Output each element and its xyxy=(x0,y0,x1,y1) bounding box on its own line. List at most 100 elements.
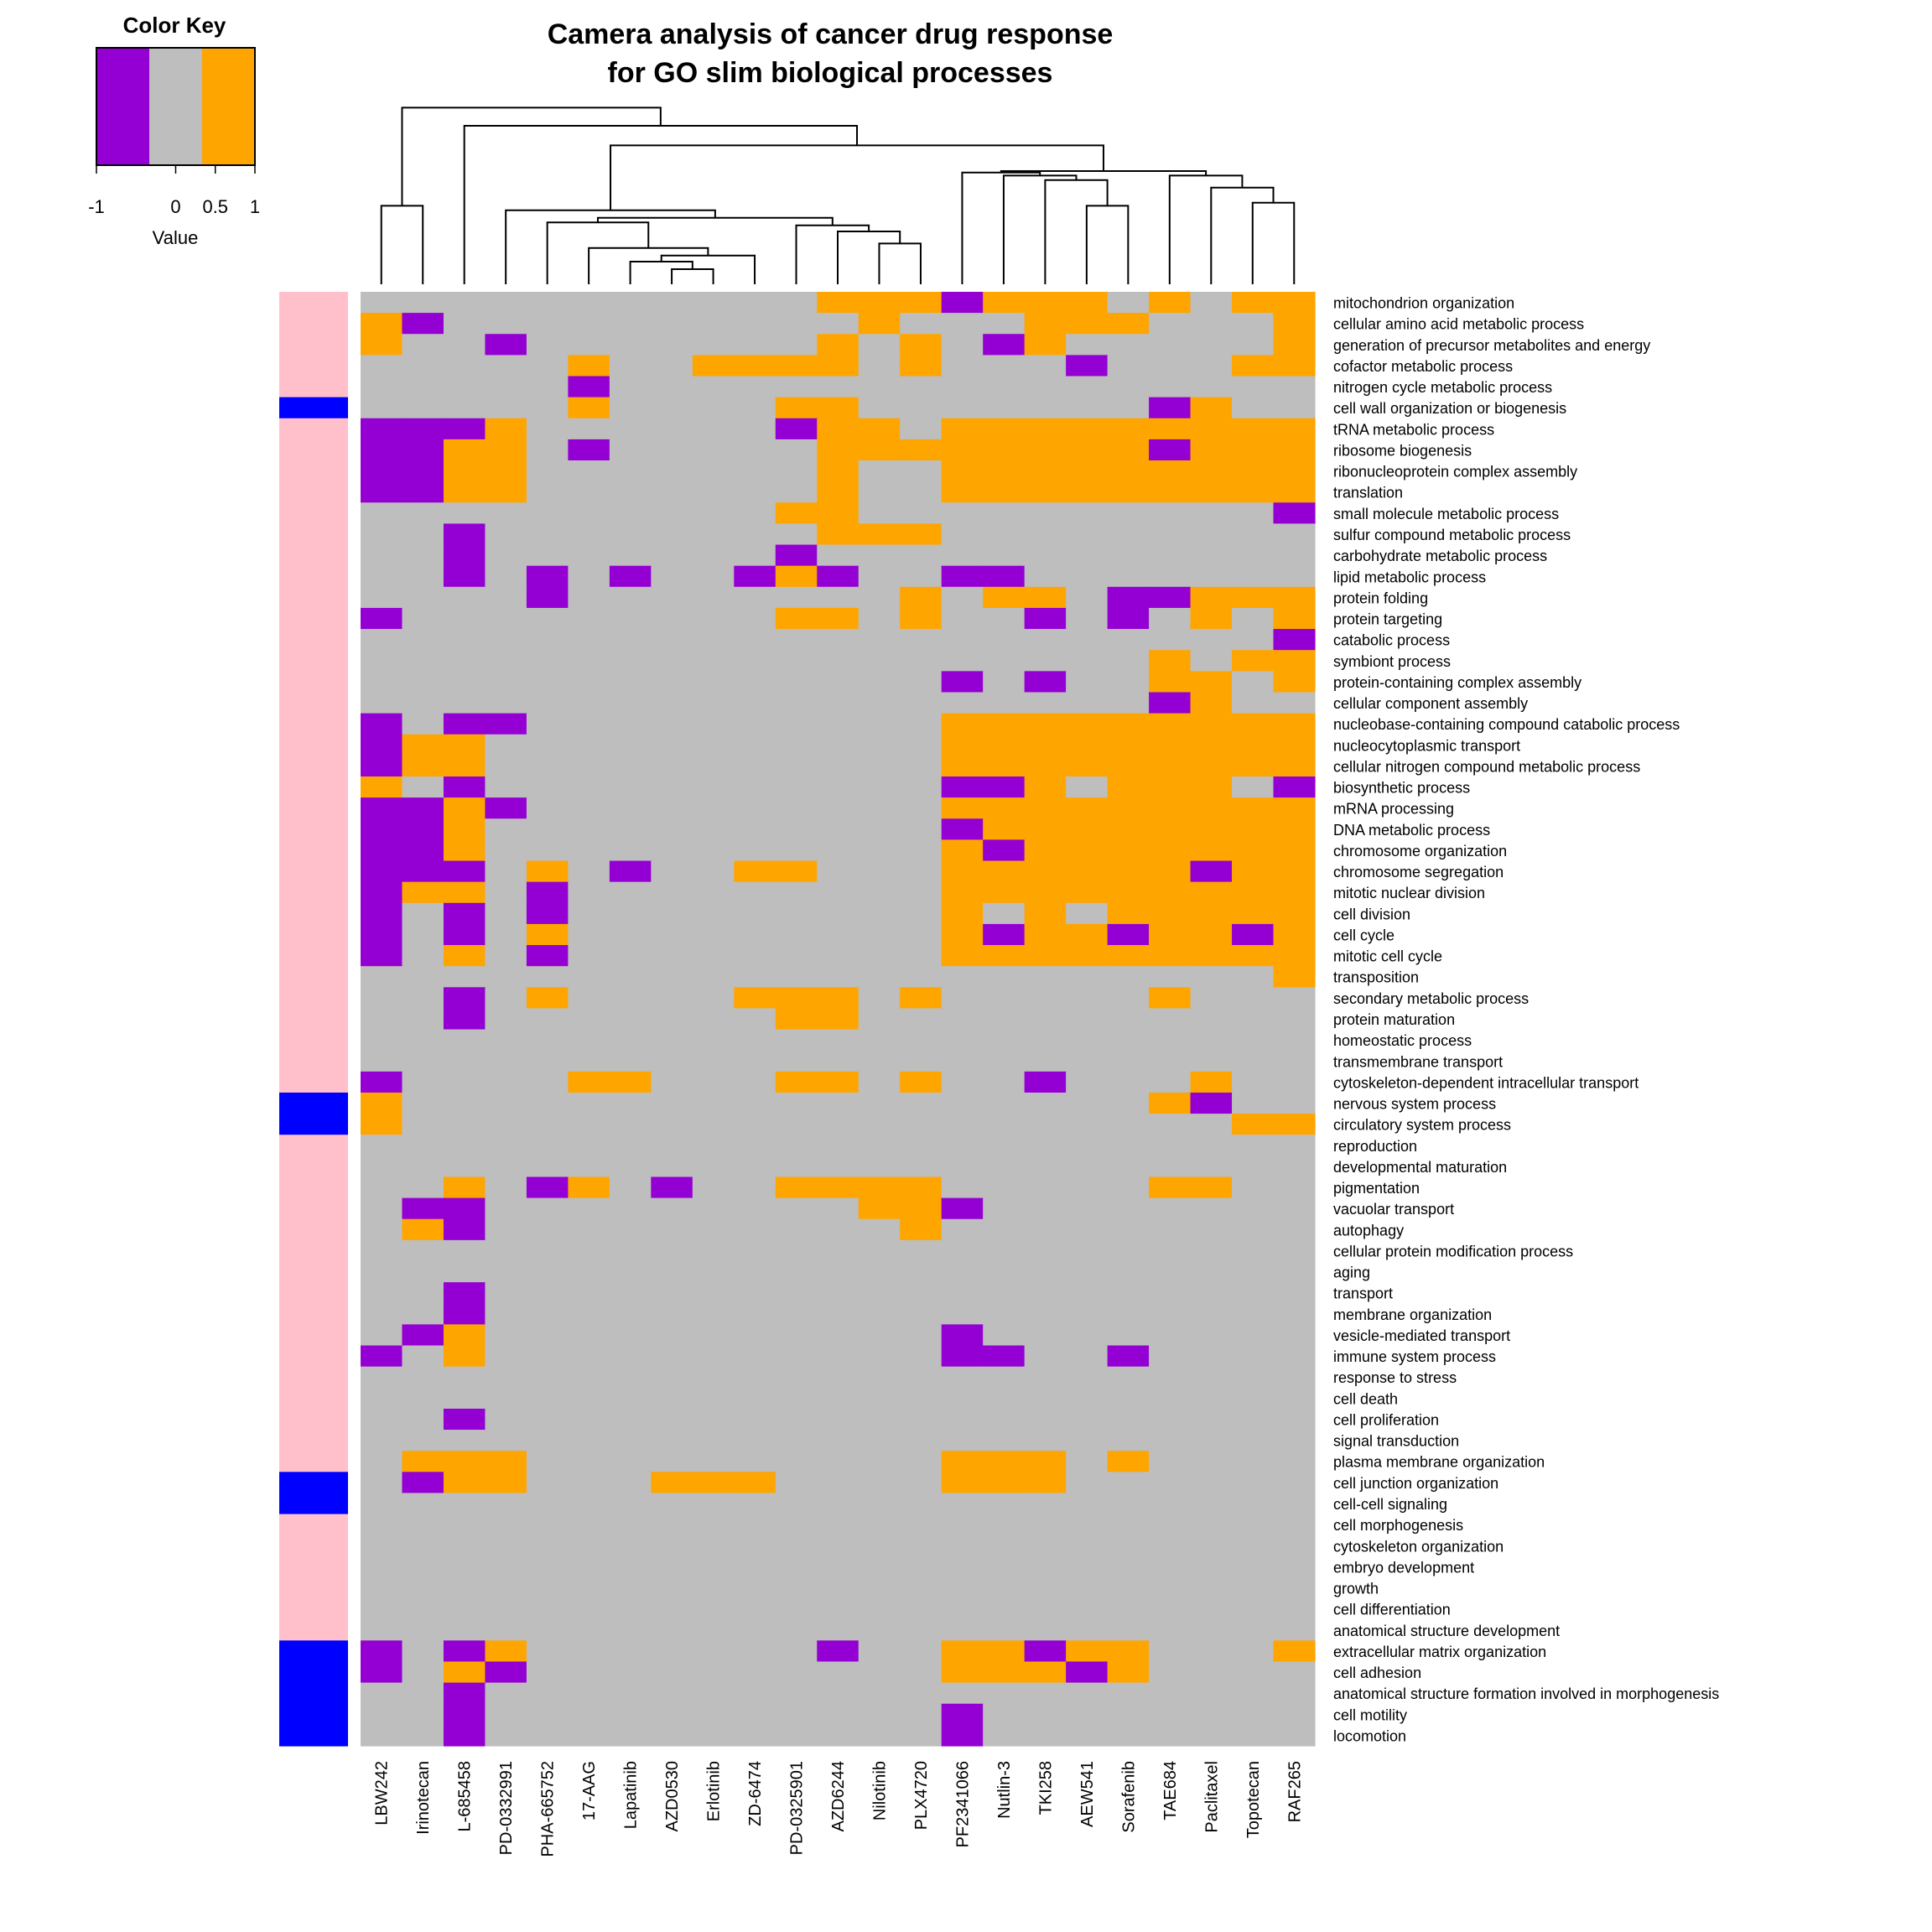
heatmap-cell xyxy=(485,1514,527,1536)
heatmap-cell xyxy=(443,292,486,314)
row-side-color xyxy=(279,734,348,756)
heatmap-cell xyxy=(402,650,444,672)
row-side-color xyxy=(279,1071,348,1093)
heatmap-cell xyxy=(609,755,652,777)
heatmap-cell xyxy=(858,1366,901,1389)
heatmap-cell xyxy=(817,1555,860,1578)
heatmap-cell xyxy=(1107,1387,1150,1410)
heatmap-cell xyxy=(1107,945,1150,967)
heatmap-cell xyxy=(1273,1092,1316,1114)
heatmap-cell xyxy=(1107,460,1150,482)
heatmap-cell xyxy=(1024,544,1067,567)
color-key-tick-label: 0.5 xyxy=(202,196,228,217)
heatmap-cell xyxy=(443,355,486,377)
heatmap-cell xyxy=(1149,1576,1192,1599)
color-key-bins xyxy=(96,48,256,165)
heatmap-cell xyxy=(361,1640,403,1663)
heatmap-cell xyxy=(900,987,943,1010)
heatmap-cell xyxy=(485,1555,527,1578)
heatmap-cell xyxy=(361,860,403,883)
heatmap-cell xyxy=(568,1156,610,1178)
heatmap-cell xyxy=(443,881,486,904)
heatmap-cell xyxy=(1066,1430,1109,1452)
heatmap-cell xyxy=(1190,692,1233,714)
heatmap-cell xyxy=(817,755,860,777)
heatmap-cell xyxy=(1149,755,1192,777)
heatmap-cell xyxy=(983,755,1026,777)
heatmap-cell xyxy=(1232,1071,1275,1093)
heatmap-cell xyxy=(568,755,610,777)
heatmap-cell xyxy=(734,355,776,377)
heatmap-cell xyxy=(1190,1598,1233,1620)
heatmap-cell xyxy=(568,1071,610,1093)
heatmap-cell xyxy=(526,334,569,356)
heatmap-cell xyxy=(443,1008,486,1031)
heatmap-cell xyxy=(734,1366,776,1389)
row-label: transmembrane transport xyxy=(1333,1053,1503,1070)
row-label: protein maturation xyxy=(1333,1011,1455,1028)
heatmap-cell xyxy=(775,1008,818,1031)
heatmap-cell xyxy=(858,1156,901,1178)
heatmap-cell xyxy=(941,502,984,525)
heatmap-cell xyxy=(734,755,776,777)
heatmap-cell xyxy=(775,502,818,525)
heatmap-cell xyxy=(1273,1387,1316,1410)
heatmap-cell xyxy=(1273,966,1316,988)
heatmap-cell xyxy=(775,776,818,798)
heatmap-cell xyxy=(692,481,735,503)
heatmap-cell xyxy=(692,1451,735,1472)
heatmap-cell xyxy=(983,1576,1026,1599)
heatmap-cell xyxy=(651,671,693,693)
heatmap-cell xyxy=(1232,966,1275,988)
heatmap-cell xyxy=(485,1472,527,1494)
heatmap-cell xyxy=(1232,860,1275,883)
heatmap-cell xyxy=(1024,1114,1067,1135)
heatmap-cell xyxy=(526,1282,569,1304)
heatmap-cell xyxy=(1190,881,1233,904)
heatmap-cell xyxy=(485,1682,527,1705)
heatmap-cell xyxy=(1232,1535,1275,1557)
row-side-color xyxy=(279,713,348,735)
heatmap-cell xyxy=(983,1008,1026,1031)
heatmap-cell xyxy=(692,334,735,356)
heatmap-cell xyxy=(609,1176,652,1199)
heatmap-cell xyxy=(1149,923,1192,946)
heatmap-cell xyxy=(526,692,569,714)
heatmap-cell xyxy=(526,1493,569,1515)
heatmap-cell xyxy=(1232,1514,1275,1536)
heatmap-cell xyxy=(1024,902,1067,925)
heatmap-cell xyxy=(485,1282,527,1304)
heatmap-cell xyxy=(734,502,776,525)
heatmap-cell xyxy=(734,1029,776,1052)
heatmap-cell xyxy=(1066,523,1109,546)
heatmap-cell xyxy=(858,797,901,819)
heatmap-cell xyxy=(361,713,403,735)
heatmap-cell xyxy=(983,1366,1026,1389)
heatmap-cell xyxy=(1273,1114,1316,1135)
heatmap-cell xyxy=(526,629,569,651)
row-label: cellular amino acid metabolic process xyxy=(1333,316,1584,333)
row-side-color xyxy=(279,671,348,693)
heatmap-cell xyxy=(443,1619,486,1641)
heatmap-cell xyxy=(692,713,735,735)
heatmap-cell xyxy=(1190,1640,1233,1663)
heatmap-cell xyxy=(1066,1535,1109,1557)
heatmap-cell xyxy=(900,713,943,735)
heatmap-cell xyxy=(568,923,610,946)
heatmap-cell xyxy=(568,1472,610,1494)
heatmap-cell xyxy=(609,1156,652,1178)
heatmap-cell xyxy=(1107,1472,1150,1494)
heatmap-cell xyxy=(1149,966,1192,988)
heatmap-cell xyxy=(485,1303,527,1325)
heatmap-cell xyxy=(651,692,693,714)
heatmap-cell xyxy=(568,1092,610,1114)
heatmap-cell xyxy=(361,334,403,356)
heatmap-cell xyxy=(609,902,652,925)
row-side-color xyxy=(279,1218,348,1241)
heatmap-cell xyxy=(692,313,735,335)
heatmap-cell xyxy=(983,523,1026,546)
heatmap-cell xyxy=(983,292,1026,314)
row-label: nitrogen cycle metabolic process xyxy=(1333,379,1552,396)
heatmap-cell xyxy=(609,1472,652,1494)
heatmap-cell xyxy=(1190,313,1233,335)
